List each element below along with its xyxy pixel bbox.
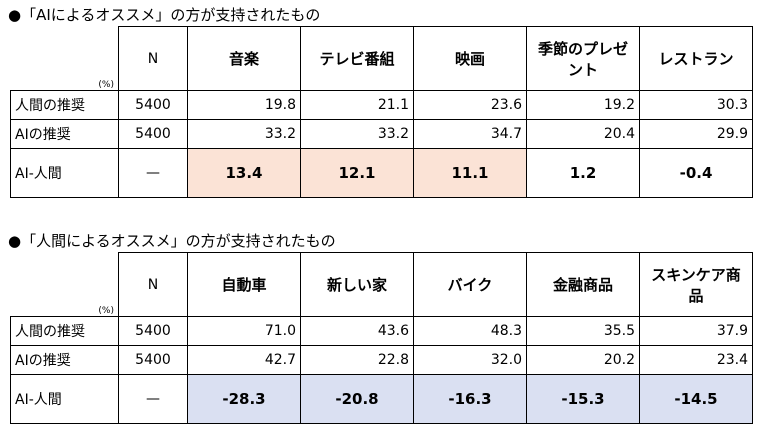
- cell: 43.6: [300, 316, 414, 346]
- cell: 33.2: [187, 119, 301, 149]
- cell: 48.3: [413, 316, 527, 346]
- table: (%) N 自動車 新しい家 バイク 金融商品 スキンケア商品 人間の推奨 54…: [10, 252, 753, 424]
- column-header: N: [118, 252, 188, 317]
- row-label: AIの推奨: [10, 119, 119, 149]
- column-header: N: [118, 26, 188, 91]
- column-header: 新しい家: [300, 252, 414, 317]
- row-label: 人間の推奨: [10, 90, 119, 120]
- cell: 33.2: [300, 119, 414, 149]
- cell: 1.2: [526, 148, 640, 198]
- cell: -28.3: [187, 374, 301, 424]
- section-title: ●「人間によるオススメ」の方が支持されたもの: [8, 232, 336, 250]
- cell: -15.3: [526, 374, 640, 424]
- cell: 5400: [118, 90, 188, 120]
- cell: 5400: [118, 119, 188, 149]
- unit: (%): [10, 26, 119, 91]
- column-header: レストラン: [639, 26, 753, 91]
- row-label: AIの推奨: [10, 345, 119, 375]
- cell: 42.7: [187, 345, 301, 375]
- unit: (%): [10, 252, 119, 317]
- cell: 20.2: [526, 345, 640, 375]
- cell: 19.8: [187, 90, 301, 120]
- column-header: 季節のプレゼント: [526, 26, 640, 91]
- section-title: ●「AIによるオススメ」の方が支持されたもの: [8, 6, 321, 24]
- cell: 30.3: [639, 90, 753, 120]
- cell: 21.1: [300, 90, 414, 120]
- cell: 11.1: [413, 148, 527, 198]
- cell: 5400: [118, 316, 188, 346]
- cell: 23.4: [639, 345, 753, 375]
- cell: 34.7: [413, 119, 527, 149]
- cell: 5400: [118, 345, 188, 375]
- cell: -20.8: [300, 374, 414, 424]
- column-header: 金融商品: [526, 252, 640, 317]
- cell: 12.1: [300, 148, 414, 198]
- column-header: 映画: [413, 26, 527, 91]
- cell: 20.4: [526, 119, 640, 149]
- cell: —: [118, 148, 188, 198]
- cell: 71.0: [187, 316, 301, 346]
- cell: 22.8: [300, 345, 414, 375]
- cell: 35.5: [526, 316, 640, 346]
- row-label: 人間の推奨: [10, 316, 119, 346]
- column-header: 音楽: [187, 26, 301, 91]
- column-header: 自動車: [187, 252, 301, 317]
- cell: 13.4: [187, 148, 301, 198]
- cell: 19.2: [526, 90, 640, 120]
- cell: 37.9: [639, 316, 753, 346]
- row-label: AI-人間: [10, 148, 119, 198]
- cell: —: [118, 374, 188, 424]
- table: (%) N 音楽 テレビ番組 映画 季節のプレゼント レストラン 人間の推奨 5…: [10, 26, 753, 198]
- cell: -16.3: [413, 374, 527, 424]
- column-header: スキンケア商品: [639, 252, 753, 317]
- cell: 29.9: [639, 119, 753, 149]
- row-label: AI-人間: [10, 374, 119, 424]
- section: ●「AIによるオススメ」の方が支持されたもの (%) N 音楽 テレビ番組 映画…: [8, 4, 753, 198]
- column-header: バイク: [413, 252, 527, 317]
- section: ●「人間によるオススメ」の方が支持されたもの (%) N 自動車 新しい家 バイ…: [8, 230, 753, 424]
- cell: -14.5: [639, 374, 753, 424]
- cell: 32.0: [413, 345, 527, 375]
- cell: -0.4: [639, 148, 753, 198]
- cell: 23.6: [413, 90, 527, 120]
- column-header: テレビ番組: [300, 26, 414, 91]
